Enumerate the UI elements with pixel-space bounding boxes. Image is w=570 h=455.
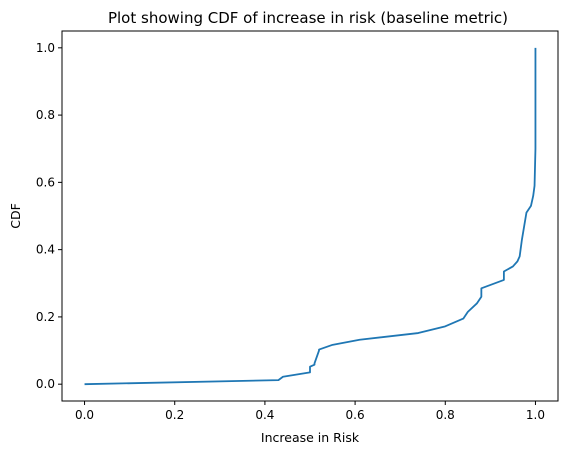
y-tick-label: 0.8 xyxy=(36,108,55,122)
axes-frame xyxy=(61,30,559,402)
x-tick-label: 0.0 xyxy=(75,408,94,422)
x-tick-label: 0.6 xyxy=(346,408,365,422)
x-tick-label: 1.0 xyxy=(526,408,545,422)
x-axis: 0.0 0.2 0.4 0.6 0.8 1.0 xyxy=(75,401,545,422)
series-line-0 xyxy=(84,47,537,386)
y-tick-label: 0.6 xyxy=(36,175,55,189)
y-tick-label: 0.4 xyxy=(36,243,55,257)
chart-title: Plot showing CDF of increase in risk (ba… xyxy=(108,9,508,27)
x-tick-label: 0.2 xyxy=(165,408,184,422)
x-tick-label: 0.4 xyxy=(255,408,274,422)
y-axis-label: CDF xyxy=(8,203,23,229)
plot-area xyxy=(84,47,537,386)
x-axis-label: Increase in Risk xyxy=(261,430,360,445)
y-tick-label: 0.0 xyxy=(36,377,55,391)
y-axis: 0.0 0.2 0.4 0.6 0.8 1.0 xyxy=(36,41,62,391)
x-tick-label: 0.8 xyxy=(436,408,455,422)
y-tick-label: 0.2 xyxy=(36,310,55,324)
y-tick-label: 1.0 xyxy=(36,41,55,55)
